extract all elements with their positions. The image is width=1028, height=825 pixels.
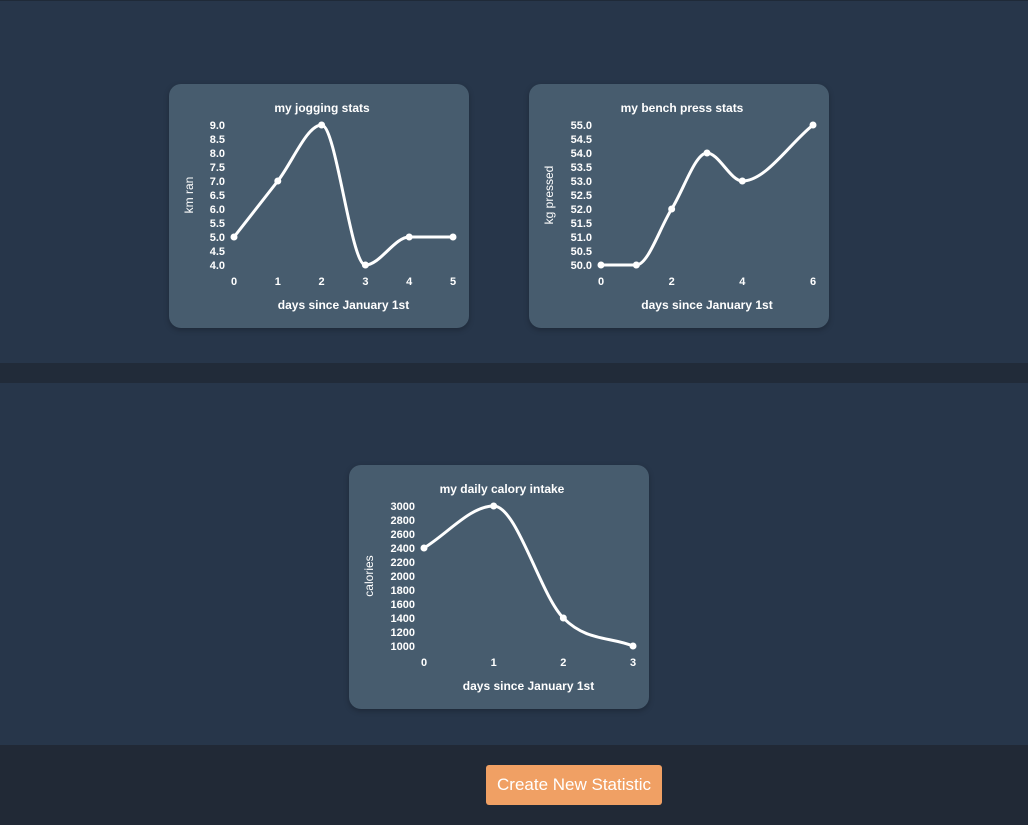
chart-svg: my jogging stats 4.0 4.5 5.0 5.5 6.0 6.5 7.0 7.5… <box>182 101 457 312</box>
data-point <box>318 121 326 129</box>
y-tick-label: 6.0 <box>210 204 225 216</box>
data-point <box>629 642 637 650</box>
x-tick-label: 4 <box>406 276 413 288</box>
x-tick-label: 2 <box>669 276 675 288</box>
data-point <box>559 614 567 622</box>
y-tick-label: 52.0 <box>571 204 592 216</box>
y-tick-label: 7.5 <box>210 162 225 174</box>
y-tick-label: 2400 <box>391 543 415 555</box>
y-tick-label: 1800 <box>391 585 415 597</box>
chart-title: my daily calory intake <box>440 482 565 496</box>
chart-svg: my bench press stats 50.0 50.5 51.0 51.5 52.0… <box>542 101 817 312</box>
chart-svg: my daily calory intake 1000 1200 1400 1600 18… <box>362 482 637 693</box>
y-tick-label: 52.5 <box>571 190 592 202</box>
x-tick-label: 2 <box>560 657 566 669</box>
y-tick-label: 4.0 <box>210 260 225 272</box>
y-tick-label: 51.5 <box>571 218 592 230</box>
y-tick-label: 1000 <box>391 641 415 653</box>
chart-title: my jogging stats <box>274 101 370 115</box>
y-axis-label: kg pressed <box>542 166 556 225</box>
y-tick-label: 53.5 <box>571 162 592 174</box>
x-tick-label: 1 <box>275 276 281 288</box>
y-tick-label: 55.0 <box>571 120 592 132</box>
chart-card-jogging: my jogging stats 4.0 4.5 5.0 5.5 6.0 6.5 7.0 7.5… <box>169 84 469 328</box>
y-tick-label: 2000 <box>391 571 415 583</box>
data-point <box>703 149 711 157</box>
data-point <box>738 177 746 185</box>
chart-card-bench-press: my bench press stats 50.0 50.5 51.0 51.5 52.0… <box>529 84 829 328</box>
y-tick-label: 4.5 <box>210 246 225 258</box>
y-tick-label: 1600 <box>391 599 415 611</box>
x-tick-label: 0 <box>421 657 427 669</box>
y-tick-label: 8.0 <box>210 148 225 160</box>
y-tick-label: 2800 <box>391 515 415 527</box>
series-line <box>422 504 635 648</box>
y-tick-label: 2200 <box>391 557 415 569</box>
data-point <box>597 261 605 269</box>
y-tick-label: 5.5 <box>210 218 225 230</box>
x-tick-label: 1 <box>491 657 497 669</box>
data-point <box>632 261 640 269</box>
data-point <box>420 544 428 552</box>
x-tick-label: 3 <box>630 657 636 669</box>
y-axis-label: calories <box>362 555 376 596</box>
data-point <box>361 261 369 269</box>
chart-card-calories: my daily calory intake 1000 1200 1400 1600 18… <box>349 465 649 709</box>
data-point <box>490 502 498 510</box>
y-tick-label: 1400 <box>391 613 415 625</box>
series-line <box>232 123 455 267</box>
y-tick-label: 6.5 <box>210 190 225 202</box>
x-tick-label: 3 <box>362 276 368 288</box>
x-tick-label: 2 <box>319 276 325 288</box>
x-tick-label: 0 <box>231 276 237 288</box>
data-point <box>230 233 238 241</box>
x-axis-label: days since January 1st <box>278 298 409 312</box>
x-tick-label: 5 <box>450 276 456 288</box>
y-tick-label: 3000 <box>391 501 415 513</box>
x-axis-label: days since January 1st <box>463 679 594 693</box>
y-tick-label: 8.5 <box>210 134 225 146</box>
y-tick-label: 51.0 <box>571 232 592 244</box>
x-axis-label: days since January 1st <box>641 298 772 312</box>
chart-title: my bench press stats <box>621 101 744 115</box>
y-tick-label: 9.0 <box>210 120 225 132</box>
y-tick-label: 1200 <box>391 627 415 639</box>
x-tick-label: 0 <box>598 276 604 288</box>
x-tick-label: 6 <box>810 276 816 288</box>
y-tick-label: 50.5 <box>571 246 592 258</box>
data-point <box>449 233 457 241</box>
y-tick-label: 54.0 <box>571 148 592 160</box>
data-point <box>405 233 413 241</box>
create-new-statistic-button[interactable]: Create New Statistic <box>486 765 662 805</box>
y-tick-label: 2600 <box>391 529 415 541</box>
x-tick-label: 4 <box>739 276 746 288</box>
data-point <box>809 121 817 129</box>
y-tick-label: 5.0 <box>210 232 225 244</box>
y-tick-label: 53.0 <box>571 176 592 188</box>
y-axis-label: km ran <box>182 177 196 214</box>
y-tick-label: 54.5 <box>571 134 592 146</box>
y-tick-label: 7.0 <box>210 176 225 188</box>
row-divider <box>0 363 1028 383</box>
data-point <box>274 177 282 185</box>
series-line <box>599 123 815 267</box>
data-point <box>668 205 676 213</box>
charts-row-1: my jogging stats 4.0 4.5 5.0 5.5 6.0 6.5 7.0 7.5… <box>0 0 1028 364</box>
y-tick-label: 50.0 <box>571 260 592 272</box>
